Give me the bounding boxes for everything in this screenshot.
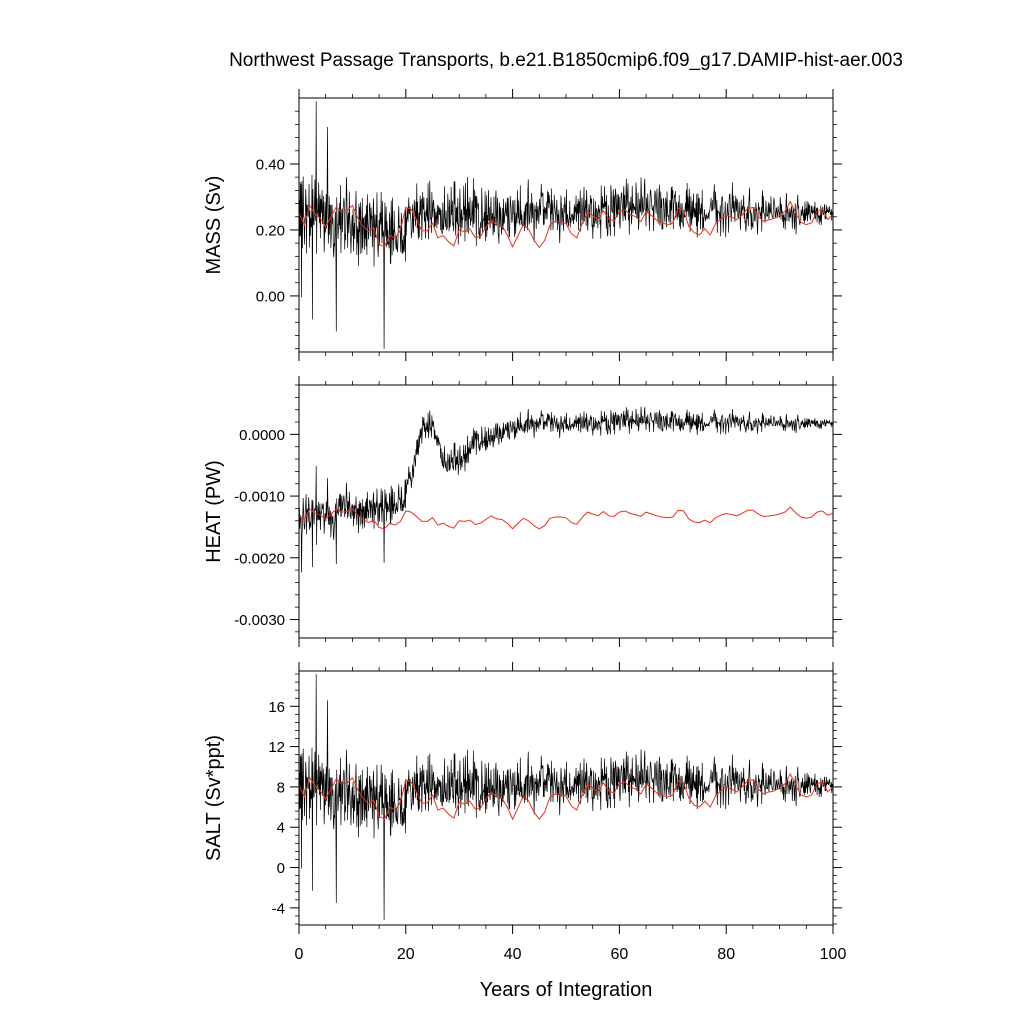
panel-salt: 0 20 40 60 80 100 -4 0 4 8 12 16 SALT (Sv*ppt) <box>203 662 846 963</box>
heat-y-tick-label: 0.0000 <box>239 427 285 444</box>
salt-y-tick-label: 12 <box>268 739 285 756</box>
salt-y-tick-label: 8 <box>277 779 285 796</box>
salt-y-tick-label: 0 <box>277 860 285 877</box>
mass-y-tick-label: 0.40 <box>256 156 285 173</box>
panel-heat: -0.0030 -0.0020 -0.0010 0.0000 HEAT (PW) <box>203 376 842 647</box>
x-tick-label: 0 <box>295 946 304 963</box>
x-tick-label: 100 <box>820 946 847 963</box>
heat-monthly-series-line <box>299 406 833 573</box>
salt-smoothed-series-line <box>299 772 833 821</box>
heat-y-tick-label: -0.0010 <box>234 489 285 506</box>
salt-y-tick-label: 4 <box>277 820 285 837</box>
heat-y-axis-label: HEAT (PW) <box>203 460 225 563</box>
x-axis-label: Years of Integration <box>480 979 653 1001</box>
salt-y-tick-label: -4 <box>272 900 285 917</box>
x-tick-label: 40 <box>504 946 522 963</box>
panel-mass: 0.00 0.20 0.40 MASS (Sv) <box>203 89 842 361</box>
mass-y-tick-label: 0.20 <box>256 222 285 239</box>
mass-y-tick-label: 0.00 <box>256 288 285 305</box>
heat-y-tick-label: -0.0030 <box>234 612 285 629</box>
mass-y-axis-label: MASS (Sv) <box>203 176 225 275</box>
salt-y-axis-label: SALT (Sv*ppt) <box>203 735 225 861</box>
mass-smoothed-series-line <box>299 200 833 249</box>
x-tick-label: 20 <box>397 946 415 963</box>
salt-y-tick-label: 16 <box>268 699 285 716</box>
heat-smoothed-series-line <box>299 506 833 530</box>
x-tick-label: 60 <box>611 946 629 963</box>
x-tick-label: 80 <box>717 946 735 963</box>
heat-y-tick-label: -0.0020 <box>234 550 285 567</box>
figure-title: Northwest Passage Transports, b.e21.B185… <box>229 50 903 71</box>
